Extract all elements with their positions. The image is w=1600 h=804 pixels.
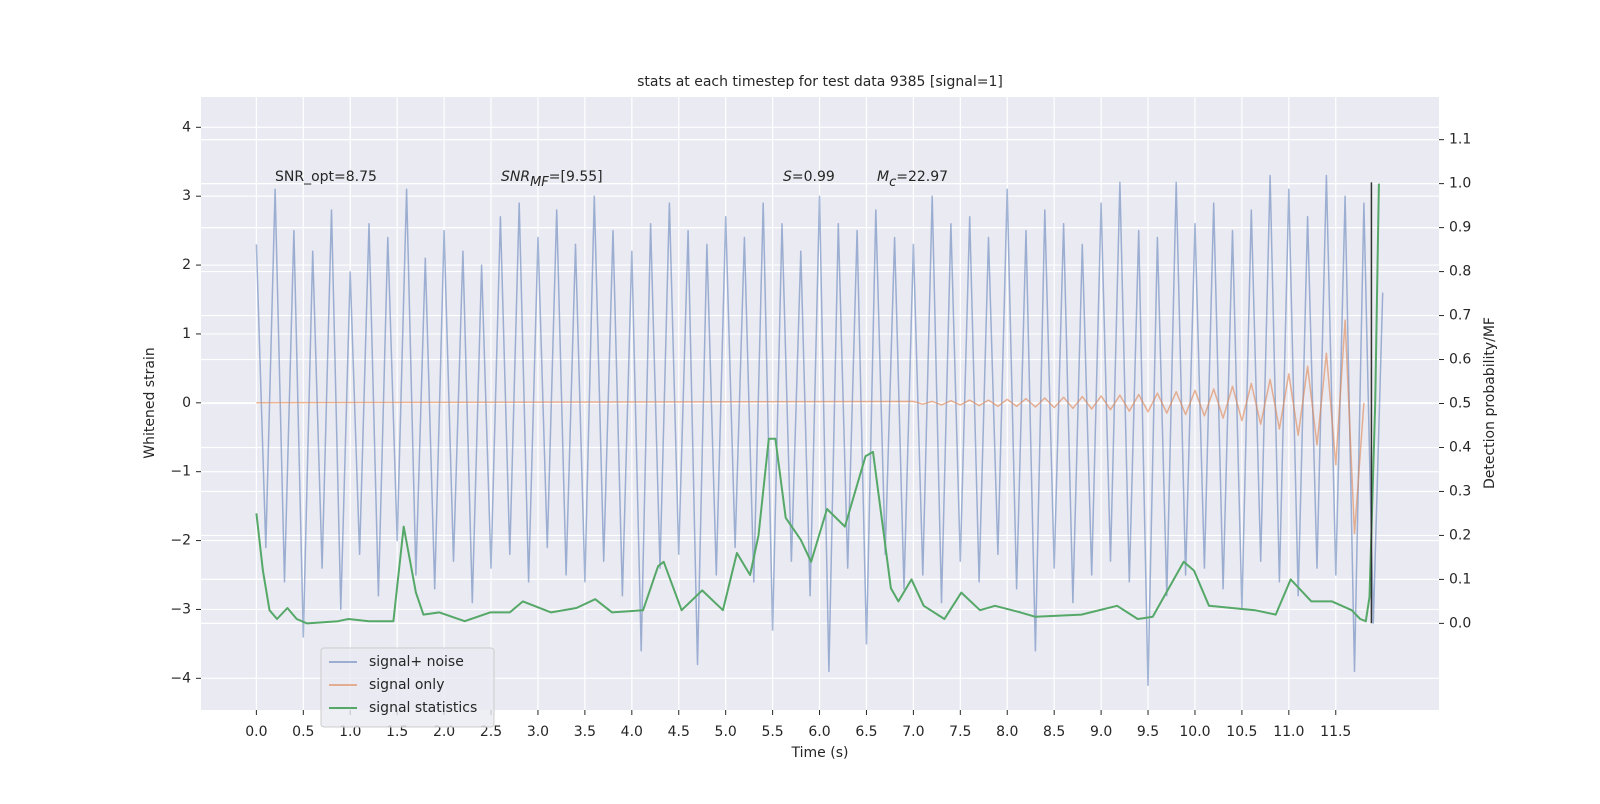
y2-tick-label: 0.6 — [1449, 352, 1471, 368]
annotation-part: SNR — [501, 169, 530, 185]
x-tick-label: 3.5 — [574, 724, 596, 740]
x-tick-label: 9.0 — [1090, 724, 1112, 740]
y2-tick-label: 1.1 — [1449, 132, 1471, 148]
annotation-part: S — [783, 169, 792, 185]
y-tick-label: 3 — [182, 188, 191, 204]
y2-tick-label: 0.3 — [1449, 483, 1471, 499]
series-line — [256, 319, 1365, 535]
legend-label: signal statistics — [369, 700, 477, 716]
x-tick-label: 3.0 — [527, 724, 549, 740]
x-tick-label: 6.5 — [855, 724, 877, 740]
y2-axis-label: Detection probability/MF — [1482, 317, 1498, 489]
x-tick-label: 2.0 — [433, 724, 455, 740]
x-tick-label: 8.0 — [996, 724, 1018, 740]
series-line — [255, 174, 1384, 686]
x-tick-label: 2.5 — [480, 724, 502, 740]
x-tick-label: 6.0 — [808, 724, 830, 740]
y2-tick-label: 0.0 — [1449, 615, 1471, 631]
x-tick-label: 0.0 — [245, 724, 267, 740]
x-tick-label: 7.0 — [902, 724, 924, 740]
y2-tick-label: 0.1 — [1449, 571, 1471, 587]
y-axis-label: Whitened strain — [142, 347, 158, 458]
annotation-part: =0.99 — [792, 169, 835, 185]
y-tick-label: −2 — [170, 533, 191, 549]
x-tick-label: 1.5 — [386, 724, 408, 740]
x-tick-label: 5.5 — [761, 724, 783, 740]
y-tick-label: 1 — [182, 326, 191, 342]
y-tick-label: −4 — [170, 670, 191, 686]
y2-tick-label: 0.4 — [1449, 439, 1471, 455]
annotation: S=0.99 — [783, 169, 835, 185]
y-tick-label: −3 — [170, 601, 191, 617]
annotation-part: MF — [530, 175, 549, 190]
legend-label: signal only — [369, 677, 444, 693]
x-tick-label: 0.5 — [292, 724, 314, 740]
x-tick-label: 5.0 — [715, 724, 737, 740]
chart-title: stats at each timestep for test data 938… — [637, 74, 1003, 90]
y2-tick-label: 0.5 — [1449, 396, 1471, 412]
annotation-part: M — [877, 169, 889, 185]
x-tick-label: 7.5 — [949, 724, 971, 740]
annotation-part: SNR_opt=8.75 — [275, 169, 377, 185]
y2-tick-label: 0.2 — [1449, 527, 1471, 543]
x-tick-label: 8.5 — [1043, 724, 1065, 740]
y2-tick-label: 1.0 — [1449, 176, 1471, 192]
x-axis-label: Time (s) — [791, 745, 849, 761]
x-tick-label: 9.5 — [1137, 724, 1159, 740]
x-tick-label: 4.5 — [668, 724, 690, 740]
legend-box — [320, 647, 495, 728]
annotation-part: =22.97 — [896, 169, 948, 185]
x-tick-label: 11.5 — [1320, 724, 1351, 740]
y-tick-label: 4 — [182, 119, 191, 135]
y2-tick-label: 0.7 — [1449, 308, 1471, 324]
y-tick-label: 2 — [182, 257, 191, 273]
y-tick-label: 0 — [182, 395, 191, 411]
y2-tick-label: 0.9 — [1449, 220, 1471, 236]
x-tick-label: 10.0 — [1179, 724, 1210, 740]
y2-tick-label: 0.8 — [1449, 264, 1471, 280]
y-tick-label: −1 — [170, 464, 191, 480]
legend-label: signal+ noise — [369, 654, 464, 670]
annotation-part: =[9.55] — [549, 169, 603, 185]
annotation: SNRMF=[9.55] — [501, 169, 603, 190]
x-tick-label: 11.0 — [1273, 724, 1304, 740]
x-tick-label: 1.0 — [339, 724, 361, 740]
annotation-part: c — [889, 175, 896, 190]
series-line — [255, 183, 1380, 625]
annotation: Mc=22.97 — [877, 169, 948, 190]
x-tick-label: 4.0 — [621, 724, 643, 740]
x-tick-label: 10.5 — [1226, 724, 1257, 740]
annotation: SNR_opt=8.75 — [275, 169, 377, 185]
